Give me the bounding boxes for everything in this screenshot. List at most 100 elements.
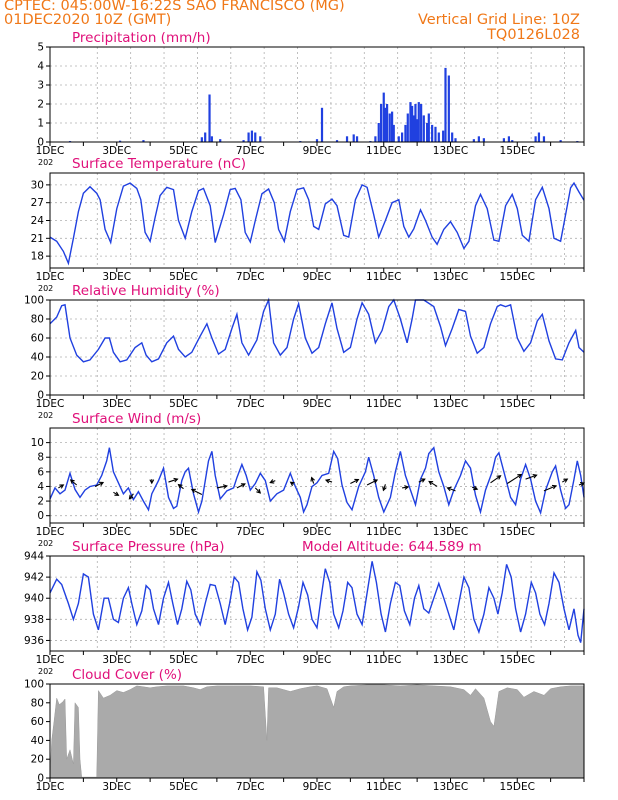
x-tick-label: 7DEC bbox=[236, 398, 265, 410]
x-tick-label: 5DEC bbox=[169, 145, 198, 157]
precip-bar bbox=[352, 134, 355, 142]
model-code: TQ0126L028 bbox=[487, 27, 580, 43]
precip-bar bbox=[210, 136, 213, 142]
precip-bar bbox=[559, 140, 562, 142]
x-tick-label: 3DEC bbox=[102, 654, 131, 666]
plot-frame bbox=[49, 555, 585, 652]
x-tick-label: 13DEC bbox=[433, 271, 468, 283]
wind-arrowhead bbox=[354, 478, 360, 484]
x-tick-label: 5DEC bbox=[169, 526, 198, 538]
wind-arrow bbox=[254, 487, 261, 494]
precip-bar bbox=[454, 138, 457, 142]
precip-bar bbox=[502, 138, 505, 142]
wind-arrowhead bbox=[222, 484, 228, 489]
precip-bar bbox=[437, 132, 440, 142]
precip-bar bbox=[477, 136, 480, 142]
y-tick-label: 0 bbox=[37, 390, 44, 402]
precip-bar bbox=[426, 123, 429, 142]
precip-bar bbox=[377, 123, 380, 142]
x-year-fragment: 202 bbox=[38, 158, 53, 167]
x-tick-label: 9DEC bbox=[303, 145, 332, 157]
pres-title: Surface Pressure (hPa) bbox=[72, 539, 225, 555]
y-tick-label: 944 bbox=[24, 551, 44, 563]
precip-bar bbox=[422, 115, 425, 142]
precip-bar bbox=[511, 140, 514, 142]
x-tick-label: 13DEC bbox=[433, 781, 468, 793]
precip-bar bbox=[259, 136, 262, 142]
y-tick-label: 20 bbox=[31, 754, 44, 766]
y-tick-label: 18 bbox=[31, 251, 44, 263]
x-tick-label: 5DEC bbox=[169, 781, 198, 793]
wind-arrowhead bbox=[240, 483, 246, 488]
wind-arrow bbox=[506, 474, 522, 485]
y-tick-label: 10 bbox=[31, 437, 44, 449]
precip-bar bbox=[385, 104, 389, 142]
pres-panel bbox=[46, 555, 585, 655]
x-tick-label: 15DEC bbox=[500, 271, 535, 283]
x-tick-label: 9DEC bbox=[303, 781, 332, 793]
y-tick-label: 2 bbox=[37, 99, 44, 111]
x-tick-label: 13DEC bbox=[433, 398, 468, 410]
precip-bar bbox=[472, 139, 475, 142]
precip-bar bbox=[382, 92, 385, 142]
precip-bar bbox=[447, 75, 450, 142]
wind-arrowhead bbox=[114, 491, 120, 496]
wind-arrow bbox=[236, 483, 246, 489]
precip-bar bbox=[315, 139, 319, 142]
precip-bar bbox=[414, 104, 417, 142]
x-tick-label: 15DEC bbox=[500, 781, 535, 793]
precip-bar bbox=[388, 113, 391, 142]
wind-arrowhead bbox=[551, 484, 558, 490]
wind-arrow bbox=[168, 478, 178, 483]
precip-bar bbox=[142, 140, 145, 142]
wind-arrowhead bbox=[563, 478, 569, 483]
precip-bar bbox=[406, 113, 409, 142]
precip-bar bbox=[401, 132, 404, 142]
wind-arrow bbox=[216, 485, 227, 489]
precip-bar bbox=[397, 136, 400, 142]
precip-bar bbox=[537, 132, 541, 142]
precip-bar bbox=[434, 126, 437, 142]
wind-arrow bbox=[447, 487, 456, 492]
wind-arrowhead bbox=[289, 481, 295, 487]
wind-arrow bbox=[350, 479, 359, 485]
x-year-fragment: 202 bbox=[38, 284, 53, 293]
x-year-fragment: 202 bbox=[38, 539, 53, 548]
x-tick-label: 11DEC bbox=[366, 398, 401, 410]
x-tick-label: 1DEC bbox=[36, 271, 65, 283]
precip-bar bbox=[242, 140, 245, 142]
x-tick-label: 11DEC bbox=[366, 781, 401, 793]
precip-bar bbox=[118, 140, 122, 142]
wind-arrowhead bbox=[173, 477, 179, 483]
wind-arrowhead bbox=[190, 488, 196, 494]
plot-frame bbox=[49, 46, 585, 143]
wind-arrowhead bbox=[69, 479, 75, 484]
rh-title: Relative Humidity (%) bbox=[72, 283, 220, 299]
precip-bar bbox=[390, 111, 394, 142]
wind-arrow bbox=[543, 485, 557, 492]
y-tick-label: 60 bbox=[31, 716, 44, 728]
precip-bar bbox=[482, 138, 485, 142]
station-title: CPTEC: 045:00W-16:22S SAO FRANCISCO (MG) bbox=[4, 0, 345, 14]
x-tick-label: 9DEC bbox=[303, 271, 332, 283]
pres-extra: Model Altitude: 644.589 m bbox=[302, 539, 482, 555]
wind-panel bbox=[46, 427, 586, 527]
rh-line bbox=[49, 297, 585, 363]
x-tick-label: 5DEC bbox=[169, 654, 198, 666]
wind-arrowhead bbox=[373, 479, 379, 484]
precip-bar bbox=[208, 94, 211, 142]
precip-bar bbox=[412, 115, 415, 142]
wind-arrowhead bbox=[59, 484, 65, 489]
y-tick-label: 5 bbox=[37, 42, 44, 54]
cloud-panel bbox=[46, 683, 585, 782]
y-tick-label: 60 bbox=[31, 333, 44, 345]
y-tick-label: 24 bbox=[31, 215, 45, 227]
y-tick-label: 100 bbox=[24, 295, 44, 307]
y-tick-label: 8 bbox=[37, 452, 44, 464]
precip-bar bbox=[204, 132, 207, 142]
wind-title: Surface Wind (m/s) bbox=[72, 411, 201, 427]
wind-arrow bbox=[70, 479, 78, 486]
precip-bar bbox=[507, 136, 511, 142]
wind-arrowhead bbox=[496, 475, 502, 480]
x-tick-label: 3DEC bbox=[102, 271, 131, 283]
